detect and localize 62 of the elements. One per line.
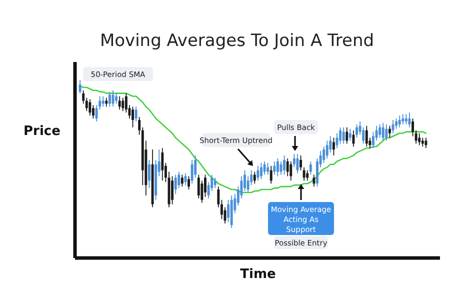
candlestick (171, 176, 174, 205)
candlestick (339, 126, 342, 144)
candlestick (302, 166, 306, 182)
candlestick (309, 160, 312, 176)
candlestick (385, 124, 388, 142)
candlestick (332, 137, 335, 156)
candlestick (424, 137, 428, 149)
candlestick (78, 80, 82, 94)
candlestick (300, 155, 302, 171)
candlestick (102, 96, 104, 108)
candlestick (346, 126, 348, 144)
x-axis-title: Time (240, 267, 276, 282)
candlestick (115, 92, 118, 104)
candlestick (197, 174, 200, 199)
candlestick (326, 140, 328, 159)
candlestick (375, 125, 378, 142)
candlestick (161, 148, 164, 182)
candlestick (174, 174, 177, 194)
candlestick (227, 199, 230, 223)
candlestick (266, 162, 270, 176)
y-axis-title: Price (24, 124, 61, 139)
candlestick (418, 132, 421, 146)
candlestick (365, 125, 368, 148)
candlestick (398, 115, 401, 128)
candlestick (395, 118, 398, 130)
candlestick (296, 154, 299, 174)
candlestick (382, 122, 384, 142)
candlestick (306, 170, 309, 182)
candlestick (88, 98, 92, 116)
candlestick (122, 97, 124, 112)
candlestick (352, 130, 355, 148)
chart-title: Moving Averages To Join A Trend (100, 31, 374, 51)
candlestick (270, 165, 272, 184)
candlestick (292, 154, 296, 168)
candlestick (148, 159, 150, 188)
candlestick (253, 171, 256, 184)
candlestick (342, 126, 345, 144)
candlestick (276, 158, 279, 177)
candlestick (378, 124, 382, 138)
candlestick (404, 114, 408, 125)
candlestick (273, 160, 276, 176)
candlestick (260, 162, 262, 180)
candlestick (180, 174, 184, 188)
candlestick (132, 106, 134, 128)
candlestick (286, 158, 289, 177)
candlestick (312, 174, 316, 188)
candlestick (134, 106, 138, 122)
candlestick (356, 124, 358, 138)
candlestick (118, 96, 121, 110)
candlestick (263, 160, 266, 176)
candlestick (256, 165, 260, 182)
candlestick (188, 176, 190, 190)
candlestick (190, 159, 194, 184)
candlestick (348, 128, 352, 142)
candlestick (402, 114, 404, 125)
candlestick (408, 112, 411, 128)
candlestick (388, 125, 391, 138)
candlestick (184, 172, 187, 186)
candlestick (290, 160, 292, 182)
candlestick (214, 177, 216, 188)
candlestick (283, 155, 286, 176)
candlestick (108, 91, 111, 108)
